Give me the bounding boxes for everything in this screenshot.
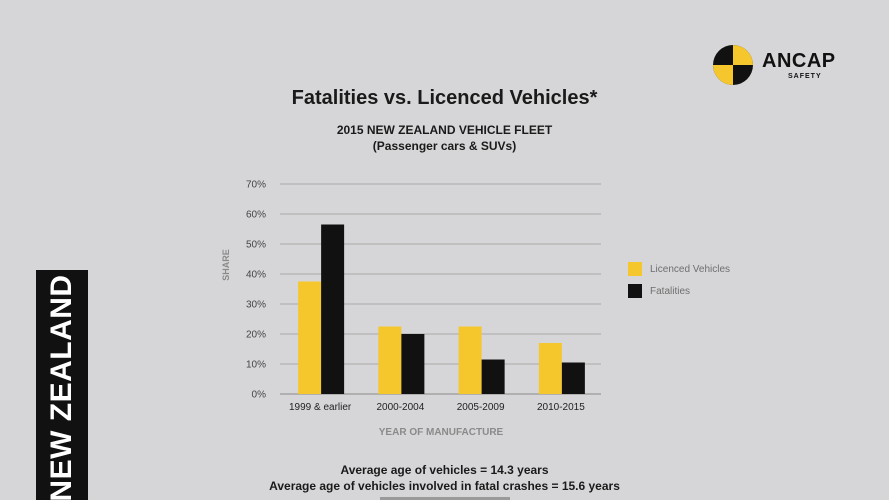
logo-name: ANCAP: [762, 50, 836, 72]
legend-item: Licenced Vehicles: [628, 262, 730, 276]
legend-label: Licenced Vehicles: [650, 263, 731, 275]
bar-licenced-vehicles: [458, 326, 482, 394]
y-tick-label: 30%: [246, 300, 266, 311]
bar-fatalities: [561, 362, 585, 394]
y-tick-label: 40%: [246, 270, 266, 281]
logo-subtitle: SAFETY: [788, 73, 822, 80]
footer-line-2: Average age of vehicles involved in fata…: [269, 479, 620, 493]
bar-fatalities: [321, 224, 345, 394]
y-tick-label: 20%: [246, 330, 266, 341]
x-tick-label: 1999 & earlier: [289, 402, 352, 413]
crash-test-target-icon: [713, 45, 753, 85]
y-tick-label: 70%: [246, 180, 266, 191]
legend-label: Fatalities: [650, 285, 691, 297]
footer-divider: [380, 497, 510, 500]
ancap-logo: ANCAP SAFETY: [712, 44, 852, 88]
y-tick-label: 50%: [246, 240, 266, 251]
y-tick-label: 0%: [252, 390, 267, 401]
bar-fatalities: [401, 334, 425, 394]
legend-swatch: [628, 262, 642, 276]
chart-subtitle: 2015 NEW ZEALAND VEHICLE FLEET (Passenge…: [0, 122, 889, 154]
footer-notes: Average age of vehicles = 14.3 years Ave…: [0, 462, 889, 494]
x-axis-label: YEAR OF MANUFACTURE: [379, 427, 504, 438]
y-tick-label: 60%: [246, 210, 266, 221]
x-tick-label: 2000-2004: [376, 402, 424, 413]
chart-legend: Licenced Vehicles Fatalities: [628, 262, 730, 306]
legend-swatch: [628, 284, 642, 298]
y-tick-label: 10%: [246, 360, 266, 371]
bar-fatalities: [481, 359, 505, 394]
x-tick-label: 2010-2015: [537, 402, 585, 413]
chart-subtitle-line-1: 2015 NEW ZEALAND VEHICLE FLEET: [336, 123, 553, 137]
chart-subtitle-line-2: (Passenger cars & SUVs): [372, 139, 517, 153]
country-banner: NEW ZEALAND: [36, 270, 88, 500]
footer-line-1: Average age of vehicles = 14.3 years: [340, 463, 549, 477]
legend-item: Fatalities: [628, 284, 730, 298]
bar-licenced-vehicles: [538, 343, 562, 394]
bar-licenced-vehicles: [378, 326, 402, 394]
bar-licenced-vehicles: [298, 281, 322, 394]
x-tick-label: 2005-2009: [457, 402, 505, 413]
y-axis-label: SHARE: [221, 249, 231, 281]
chart-title: Fatalities vs. Licenced Vehicles*: [291, 87, 598, 109]
